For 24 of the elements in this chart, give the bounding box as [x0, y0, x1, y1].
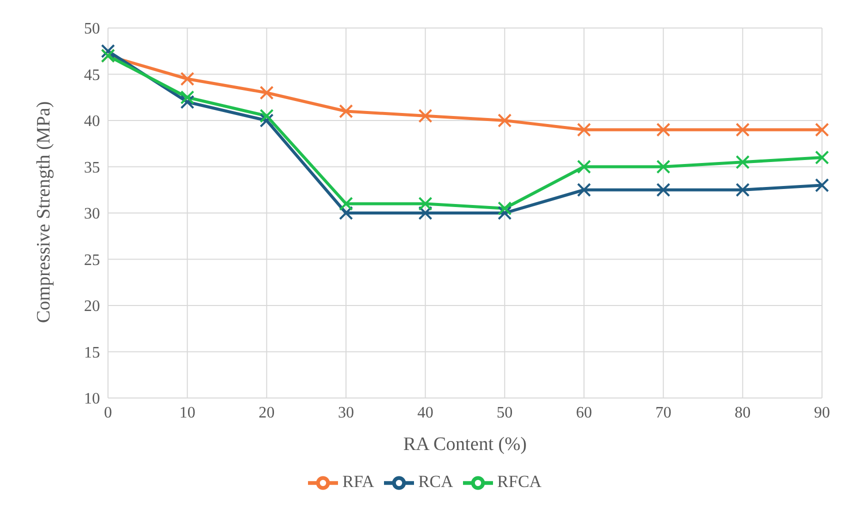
y-tick-label: 35 [84, 159, 100, 176]
x-axis-title: RA Content (%) [403, 434, 527, 455]
x-tick-label: 50 [496, 404, 513, 422]
y-axis-title: Compressive Strength (MPa) [34, 101, 55, 323]
y-tick-label: 25 [84, 252, 100, 269]
x-tick-label: 90 [814, 404, 830, 422]
x-tick-label: 10 [179, 404, 196, 422]
x-tick-label: 70 [655, 404, 672, 422]
y-tick-label: 30 [84, 206, 100, 223]
y-tick-label: 40 [84, 113, 100, 130]
x-tick-label: 20 [258, 404, 275, 422]
x-tick-label: 30 [338, 404, 354, 422]
legend-label: RFCA [497, 472, 542, 491]
x-tick-label: 0 [104, 404, 112, 422]
legend-label: RFA [342, 472, 374, 491]
y-tick-label: 20 [84, 298, 100, 316]
y-tick-label: 45 [84, 66, 100, 84]
legend-label: RCA [418, 472, 454, 491]
x-tick-label: 40 [417, 404, 434, 422]
x-tick-label: 60 [576, 404, 592, 422]
y-tick-label: 50 [84, 20, 100, 38]
y-tick-label: 15 [84, 344, 100, 362]
y-tick-label: 10 [84, 390, 100, 408]
x-tick-label: 80 [734, 404, 751, 422]
